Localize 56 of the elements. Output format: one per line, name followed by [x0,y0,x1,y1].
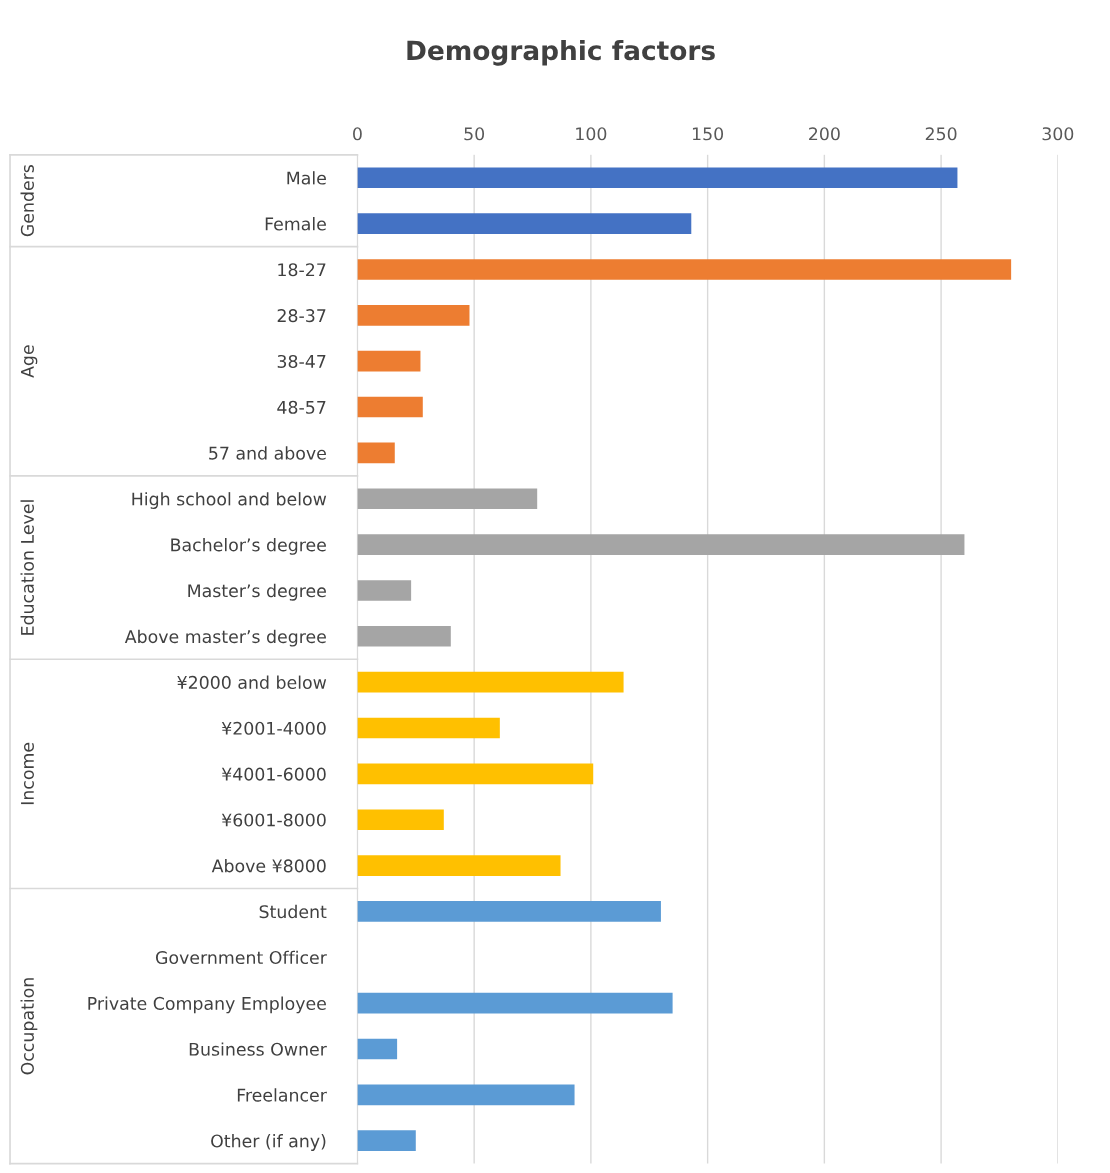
bar [357,442,395,464]
x-tick-label: 100 [576,127,607,141]
y-tick-label: 38-47 [277,354,326,369]
y-tick-label: ¥4001-6000 [221,767,326,781]
y-tick-label: 48-57 [277,400,326,414]
text: Age [21,345,38,378]
y-tick-label: Other (if any) [211,1134,326,1151]
y-tick-label: Female [265,217,326,231]
bar [357,625,451,647]
y-tick-label: Above ¥8000 [211,858,326,873]
x-tick-label: 0 [353,127,362,141]
y-tick-label: High school and below [132,492,327,509]
bar [357,1038,398,1060]
bar [357,305,470,326]
bar [357,259,1012,280]
bar [357,396,423,418]
y-tick-label: Government Officer [155,950,327,965]
bar [357,350,421,372]
bar [357,580,412,601]
bar [357,1130,416,1152]
y-tick-label: Student [259,904,327,919]
y-tick-label: 18-27 [278,263,326,277]
text: Occupation [20,978,38,1075]
chart-title: Demographic factors [407,39,715,66]
y-tick-label: ¥6001-8000 [221,813,326,827]
bar [357,488,538,510]
y-tick-label: Above master’s degree [124,629,326,647]
x-tick-label: 300 [1042,127,1074,141]
bar [357,809,444,831]
x-tick-label: 50 [464,127,485,141]
bar [357,167,958,189]
y-tick-label: Bachelor’s degree [171,538,326,555]
bar [357,213,692,234]
y-tick-label: Male [287,171,326,185]
y-tick-label: Freelancer [237,1088,327,1102]
y-tick-label: 57 and above [209,446,326,460]
bar [357,534,965,555]
y-tick-label: Master’s degree [188,583,326,601]
x-tick-label: 200 [809,127,840,141]
y-tick-label: ¥2000 and below [177,675,327,689]
bar [357,1084,575,1106]
bar [357,992,673,1014]
y-tick-label: Business Owner [189,1042,327,1056]
text: Education Level [20,500,34,635]
bar [357,901,661,922]
x-tick-label: 150 [692,127,724,141]
bar [357,717,500,739]
text: Genders [20,165,34,237]
bar [357,855,561,876]
bar [357,763,594,785]
bar [357,671,624,693]
y-tick-label: Private Company Employee [88,996,326,1014]
x-tick-label: 250 [925,127,957,141]
text: Income [21,742,34,805]
y-tick-label: 28-37 [277,309,326,323]
y-tick-label: ¥2001-4000 [221,721,326,735]
